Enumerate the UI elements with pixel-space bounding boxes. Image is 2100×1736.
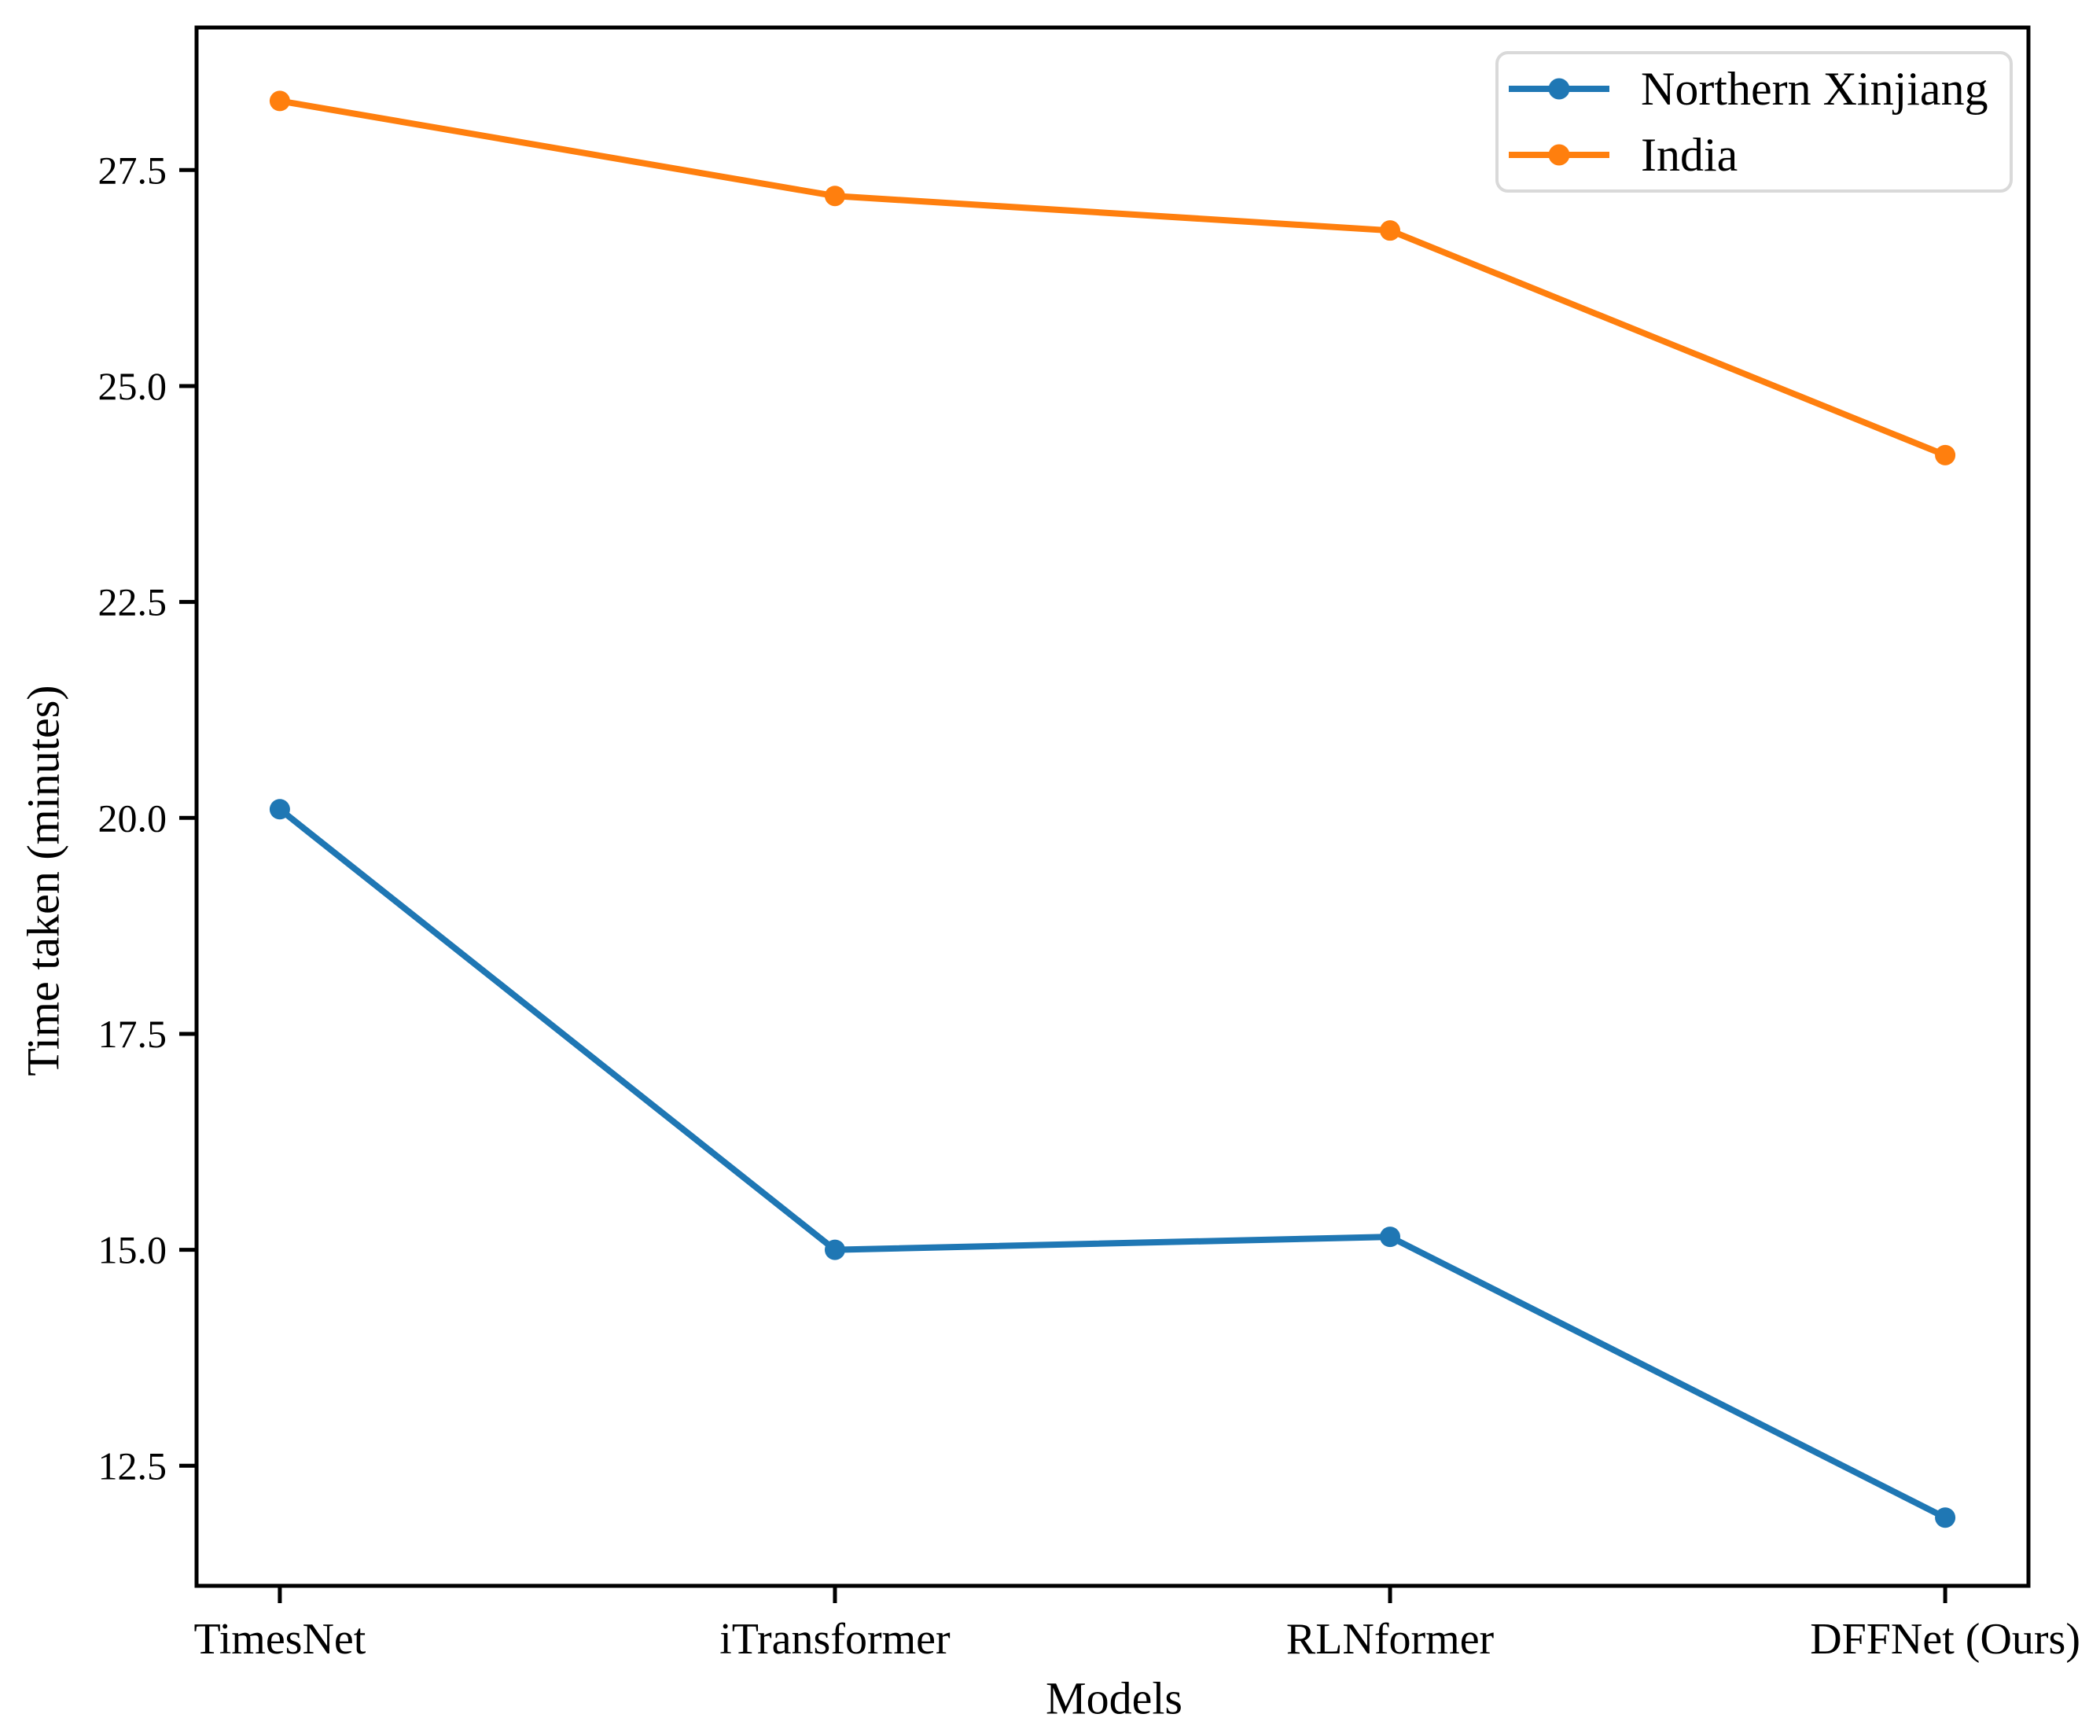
legend-item-india: India [1499,122,2010,188]
legend-label-india: India [1641,129,1738,181]
y-tick-label: 22.5 [98,580,167,624]
data-point-marker-northern-xinjiang [269,799,290,820]
legend: Northern Xinjiang India [1495,51,2013,193]
data-point-marker-india [1935,444,1956,465]
y-tick-label: 12.5 [98,1444,167,1488]
x-axis-label: Models [1046,1672,1182,1724]
legend-marker-dot-blue [1548,78,1570,100]
legend-line-sample-orange [1509,144,1609,166]
x-tick-label: DFFNet (Ours) [1810,1615,2080,1664]
x-tick-label: iTransformer [719,1615,951,1664]
y-axis-label: Time taken (minutes) [17,685,69,1076]
data-point-marker-india [269,90,290,112]
data-point-marker-india [1380,220,1401,241]
y-tick-label: 15.0 [98,1228,167,1272]
plot-border [194,25,2031,1588]
series-line-northern-xinjiang [276,806,1949,1521]
data-point-marker-northern-xinjiang [824,1239,845,1260]
legend-line-sample-blue [1509,78,1609,100]
data-point-marker-northern-xinjiang [1935,1507,1956,1528]
data-point-marker-northern-xinjiang [1380,1227,1401,1248]
y-tick-label: 20.0 [98,796,167,840]
legend-item-northern-xinjiang: Northern Xinjiang [1499,56,2010,122]
y-tick-label: 17.5 [98,1012,167,1056]
y-tick-label: 27.5 [98,148,167,192]
x-tick-label: RLNformer [1286,1615,1495,1664]
series-line-india [276,97,1949,458]
y-tick-label: 25.0 [98,364,167,408]
data-point-marker-india [824,186,845,207]
legend-label-northern-xinjiang: Northern Xinjiang [1641,63,1988,115]
legend-marker-dot-orange [1548,144,1570,166]
x-tick-label: TimesNet [193,1615,366,1664]
